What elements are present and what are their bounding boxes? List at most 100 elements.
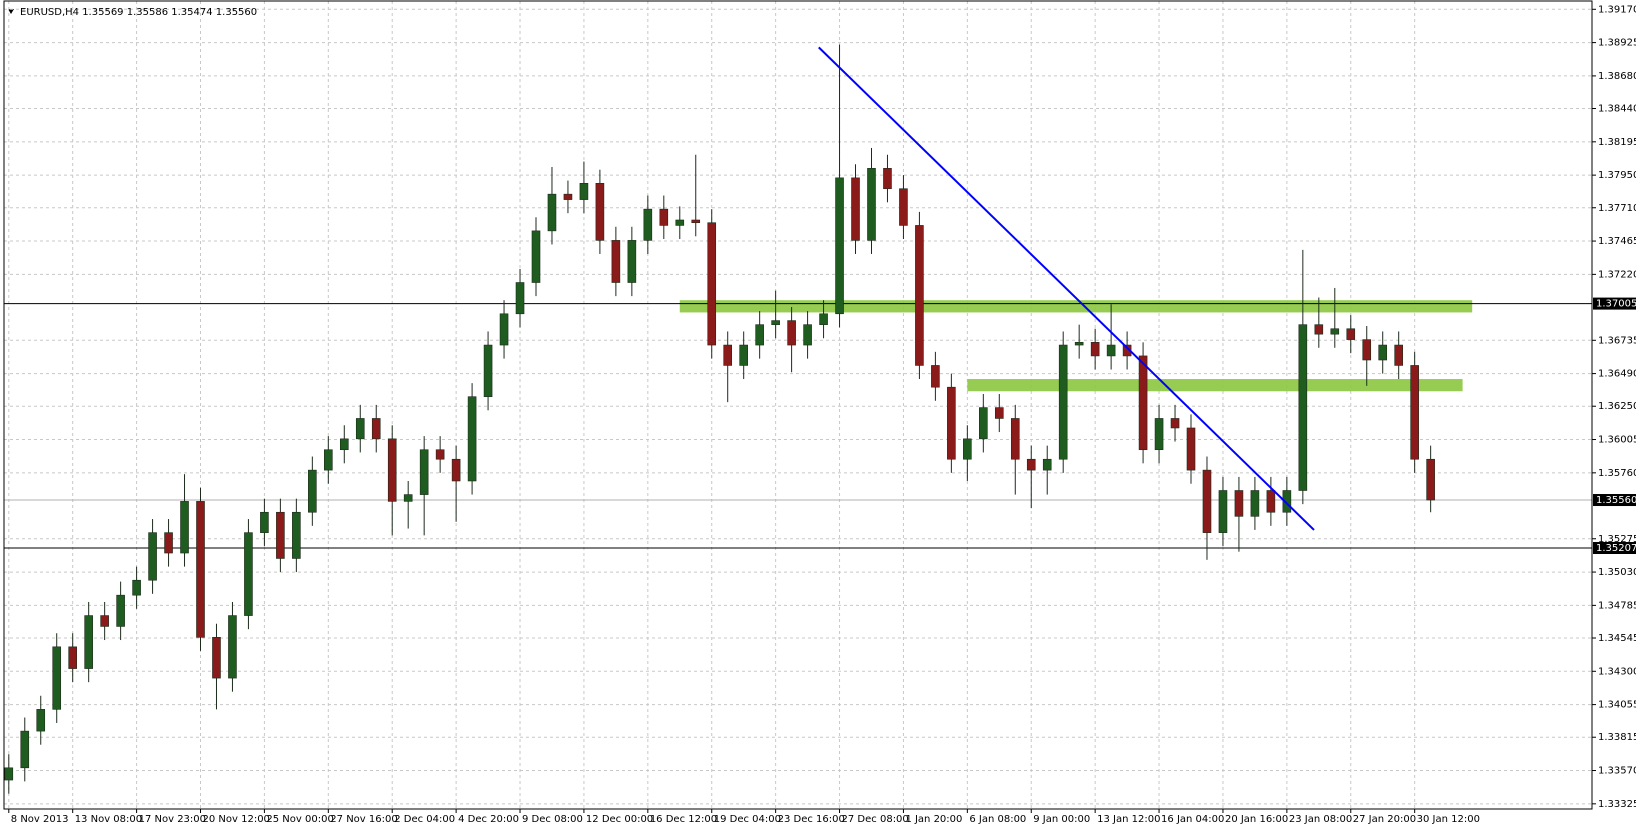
candle-body [339, 438, 349, 451]
x-tick-label: 13 Nov 08:00 [75, 814, 142, 825]
y-tick-label: 1.33570 [1598, 766, 1636, 777]
candle-body [228, 615, 237, 679]
candle-body [627, 240, 637, 283]
y-tick-label: 1.34785 [1598, 600, 1636, 611]
candle-body [100, 615, 109, 627]
y-tick-label: 1.39170 [1598, 4, 1636, 15]
y-tick-label: 1.36250 [1598, 401, 1636, 412]
x-tick-label: 16 Dec 12:00 [650, 814, 717, 825]
x-tick-label: 30 Jan 12:00 [1417, 814, 1480, 825]
candle-body [723, 344, 733, 366]
y-tick-label: 1.36735 [1598, 335, 1636, 346]
candle-body [931, 365, 940, 388]
candle-body [1186, 427, 1196, 471]
candle-body [835, 177, 844, 315]
candle-body [260, 511, 269, 533]
support-zone [679, 300, 1473, 313]
chart-title: EURUSD,H4 1.35569 1.35586 1.35474 1.3556… [20, 7, 257, 18]
candle-body [979, 407, 988, 440]
candle-body [675, 219, 685, 226]
x-tick-label: 13 Jan 12:00 [1097, 814, 1160, 825]
x-tick-label: 20 Nov 12:00 [203, 814, 270, 825]
x-tick-label: 1 Jan 20:00 [905, 814, 962, 825]
y-tick-label: 1.38195 [1598, 137, 1636, 148]
candle-body [915, 225, 924, 366]
candle-body [867, 168, 876, 241]
y-tick-label: 1.35275 [1598, 534, 1636, 545]
candle-body [1394, 344, 1403, 366]
y-tick-label: 1.33815 [1598, 732, 1636, 743]
candle-body [515, 282, 525, 315]
y-tick-label: 1.36005 [1598, 435, 1636, 446]
x-tick-label: 9 Dec 08:00 [522, 814, 583, 825]
y-tick-label: 1.35030 [1598, 567, 1636, 578]
menu-arrow[interactable] [8, 9, 14, 14]
candle-body [483, 344, 493, 398]
y-tick-label: 1.37220 [1598, 269, 1636, 280]
candle-body [611, 240, 621, 283]
x-tick-label: 17 Nov 23:00 [139, 814, 206, 825]
candle-body [467, 396, 477, 482]
candle-body [324, 449, 333, 471]
y-tick-label: 1.34055 [1598, 700, 1636, 711]
candle-body [292, 511, 301, 559]
candle-body [212, 637, 221, 679]
price-label: 1.35207 [1596, 543, 1636, 554]
y-tick-label: 1.34545 [1598, 633, 1636, 644]
candle-body [164, 532, 173, 554]
support-zone [967, 379, 1463, 392]
candle-body [499, 313, 509, 346]
candle-body [1266, 490, 1276, 513]
candle-body [1330, 328, 1340, 335]
trendline [818, 46, 1315, 531]
candle-body [387, 438, 397, 502]
candle-body [1154, 418, 1164, 451]
price-label: 1.35560 [1596, 495, 1636, 506]
x-tick-label: 27 Jan 20:00 [1353, 814, 1416, 825]
y-tick-label: 1.35760 [1598, 468, 1636, 479]
candle-body [755, 324, 764, 346]
y-tick-label: 1.38680 [1598, 71, 1636, 82]
candle-body [563, 193, 573, 200]
candle-body [1058, 344, 1068, 460]
candle-body [1298, 324, 1308, 491]
candle-body [787, 320, 796, 346]
candle-body [579, 182, 589, 200]
candle-body [819, 313, 828, 325]
candle-body [419, 449, 429, 495]
candle-body [1010, 418, 1020, 460]
candle-body [1202, 469, 1212, 533]
x-tick-label: 27 Nov 16:00 [330, 814, 397, 825]
candle-body [659, 208, 669, 226]
candle-body [371, 418, 381, 440]
candle-body [244, 532, 253, 616]
candle-body [963, 438, 972, 460]
candle-body [276, 511, 285, 559]
candle-body [547, 193, 557, 232]
candle-body [1106, 344, 1116, 357]
x-tick-label: 25 Nov 00:00 [266, 814, 333, 825]
candle-body [451, 458, 461, 482]
price-label-box [1593, 297, 1636, 310]
candle-body [1026, 458, 1036, 471]
y-tick-label: 1.37710 [1598, 203, 1636, 214]
candle-body [1250, 490, 1260, 517]
candle-body [1074, 342, 1084, 346]
candle-body [1426, 458, 1435, 501]
y-tick-label: 1.36490 [1598, 369, 1636, 380]
candle-body [899, 188, 908, 226]
candle-body [1090, 342, 1100, 357]
candle-body [595, 182, 605, 241]
candle-body [1138, 355, 1148, 451]
x-tick-label: 8 Nov 2013 [11, 814, 69, 825]
candle-body [1314, 324, 1324, 335]
x-tick-label: 2 Dec 04:00 [394, 814, 455, 825]
plot-frame [3, 0, 1593, 810]
x-tick-label: 23 Jan 08:00 [1289, 814, 1352, 825]
x-tick-label: 6 Jan 08:00 [969, 814, 1026, 825]
candle-body [132, 579, 141, 596]
candle-body [739, 344, 748, 366]
candle-body [643, 208, 653, 241]
price-label-box [1593, 542, 1636, 555]
